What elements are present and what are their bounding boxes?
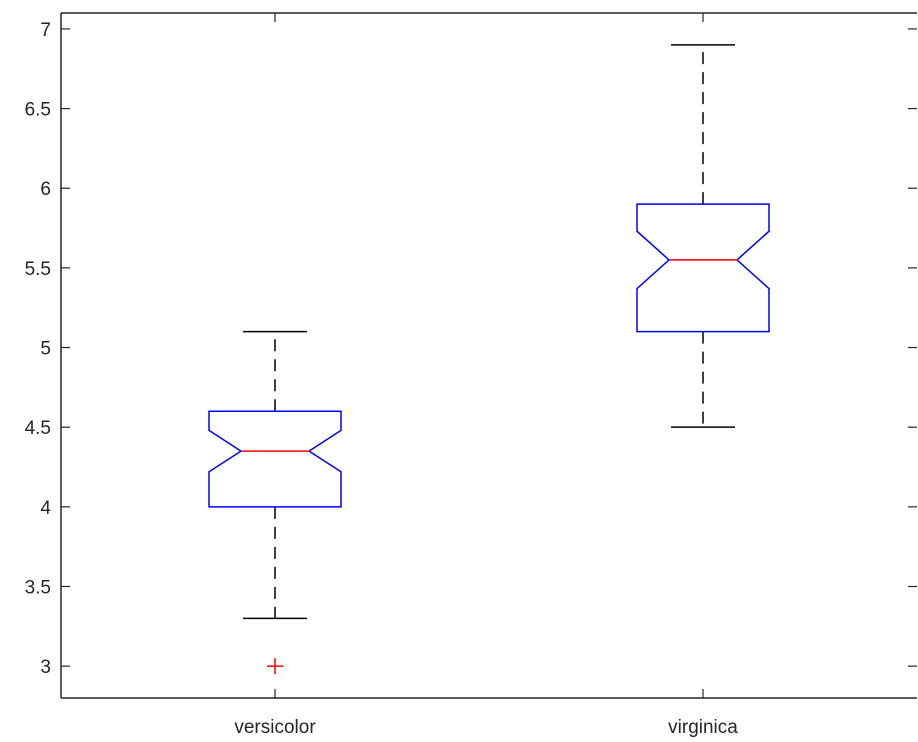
axes: 3 3.5 4 4.5 5 5.5 6 6.5 7 versicolor virginica xyxy=(25,12,917,738)
chart-marks xyxy=(208,44,770,675)
x-tick-label-virginica: virginica xyxy=(668,717,738,738)
y-tick-label: 5 xyxy=(40,339,51,360)
notched-box-virginica xyxy=(636,203,770,333)
y-tick-label: 6 xyxy=(40,179,51,200)
y-tick-label: 4.5 xyxy=(25,418,51,439)
y-tick-label: 5.5 xyxy=(25,259,51,280)
y-tick-label: 3 xyxy=(40,657,51,678)
notched-box-versicolor xyxy=(208,410,342,508)
y-tick-label: 4 xyxy=(40,498,51,519)
x-tick-label-versicolor: versicolor xyxy=(234,717,316,738)
outlier-marker-versicolor-0 xyxy=(267,658,283,675)
plot-area xyxy=(61,13,917,698)
y-tick-label: 6.5 xyxy=(25,100,51,121)
y-tick-label: 7 xyxy=(40,20,51,41)
y-tick-label: 3.5 xyxy=(25,577,51,598)
